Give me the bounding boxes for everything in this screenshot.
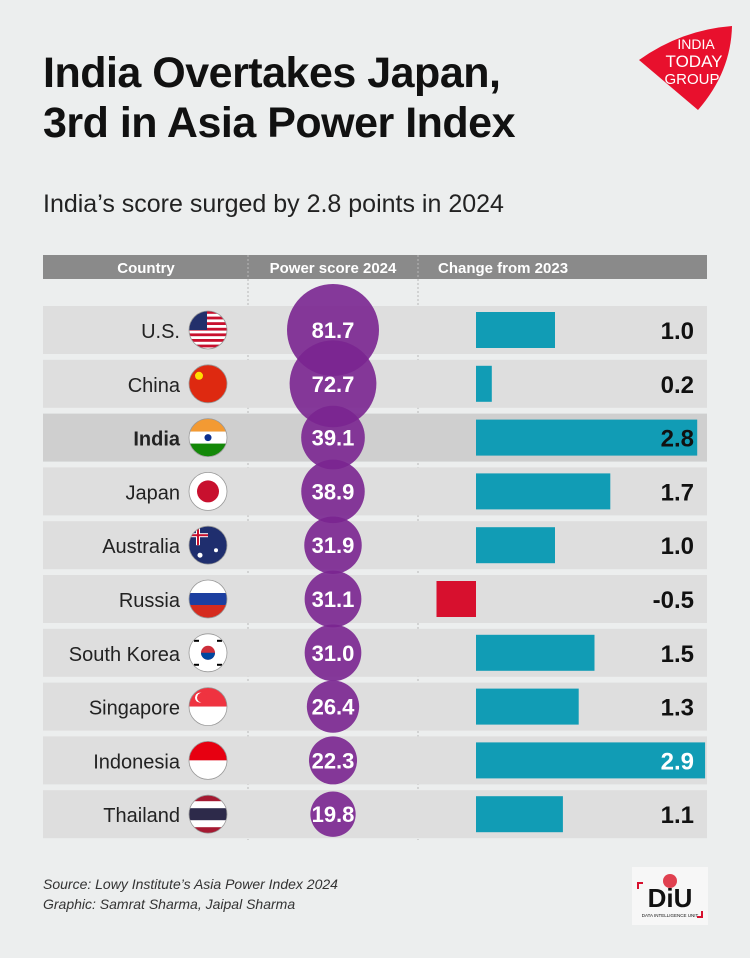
change-bar <box>476 742 706 779</box>
score-circle <box>306 680 360 733</box>
score-circle <box>304 570 362 628</box>
country-label: Russia <box>119 590 181 612</box>
south-korea-flag-icon <box>189 633 227 672</box>
change-bar <box>476 634 595 671</box>
credit-note: Graphic: Samrat Sharma, Jaipal Sharma <box>43 896 296 912</box>
flag-border <box>188 741 228 780</box>
footer: Source: Lowy Institute’s Asia Power Inde… <box>43 874 338 914</box>
change-bar <box>476 419 698 456</box>
flag-border <box>188 525 228 565</box>
score-circle <box>301 459 365 524</box>
china-flag-icon <box>189 364 227 403</box>
change-bar <box>476 473 611 510</box>
score-circle <box>304 624 362 682</box>
flag-border <box>188 579 228 619</box>
change-label: 1.0 <box>661 318 694 345</box>
country-label: India <box>133 429 181 451</box>
country-label: Australia <box>102 536 181 558</box>
change-label: 1.3 <box>661 695 694 722</box>
title-line-2: 3rd in Asia Power Index <box>43 99 516 147</box>
svg-text:GROUP: GROUP <box>664 71 719 88</box>
indonesia-flag-icon <box>189 741 227 780</box>
change-label: 1.5 <box>661 641 694 668</box>
subtitle: India’s score surged by 2.8 points in 20… <box>43 190 504 218</box>
table-row <box>43 575 707 623</box>
change-label: 0.2 <box>661 372 694 399</box>
score-label: 39.1 <box>312 426 355 451</box>
change-bar <box>476 365 492 402</box>
singapore-flag-icon <box>189 687 227 726</box>
score-circle <box>308 736 358 785</box>
thailand-flag-icon <box>189 795 227 834</box>
russia-flag-icon <box>189 580 227 618</box>
svg-text:DATA INTELLIGENCE UNIT: DATA INTELLIGENCE UNIT <box>642 913 699 918</box>
flag-border <box>188 633 228 673</box>
flag-border <box>188 471 228 511</box>
score-label: 19.8 <box>312 802 355 827</box>
score-label: 31.1 <box>312 587 355 612</box>
table-row <box>43 790 707 839</box>
column-header: Country <box>117 260 175 277</box>
india-today-logo: INDIA TODAY GROUP <box>639 26 732 110</box>
score-label: 38.9 <box>312 479 355 504</box>
country-label: Indonesia <box>93 751 181 773</box>
table-row <box>43 682 707 731</box>
column-header: Power score 2024 <box>270 260 397 277</box>
flag-border <box>188 687 228 726</box>
change-label: -0.5 <box>653 587 694 614</box>
flag-border <box>188 364 228 404</box>
change-label: 1.0 <box>661 533 694 560</box>
change-bar <box>476 312 555 348</box>
score-circle <box>289 340 377 428</box>
score-circle <box>310 791 356 837</box>
flag-border <box>188 310 228 350</box>
country-label: Japan <box>126 482 181 504</box>
header-bar <box>43 255 707 279</box>
change-label: 1.1 <box>661 802 694 829</box>
score-label: 31.0 <box>312 641 355 666</box>
change-bar <box>476 688 579 725</box>
diu-logo: DiU DATA INTELLIGENCE UNIT <box>632 867 708 925</box>
score-label: 81.7 <box>312 318 355 343</box>
change-label: 2.9 <box>661 748 694 775</box>
flag-border <box>188 794 228 834</box>
score-label: 26.4 <box>312 695 356 720</box>
score-label: 31.9 <box>312 533 355 558</box>
india-flag-icon <box>189 418 227 457</box>
change-label: 1.7 <box>661 479 694 506</box>
source-note: Source: Lowy Institute’s Asia Power Inde… <box>43 876 338 892</box>
japan-flag-icon <box>189 472 227 511</box>
country-label: South Korea <box>69 644 181 666</box>
score-label: 72.7 <box>312 372 355 397</box>
score-circle <box>301 405 365 470</box>
country-label: U.S. <box>141 321 180 343</box>
change-label: 2.8 <box>661 426 694 453</box>
title-line-1: India Overtakes Japan, <box>43 49 501 97</box>
table-row <box>43 521 707 570</box>
change-bar <box>436 581 476 617</box>
svg-text:INDIA: INDIA <box>677 36 715 52</box>
country-label: Thailand <box>103 805 180 827</box>
country-label: Singapore <box>89 698 180 720</box>
svg-text:TODAY: TODAY <box>666 52 723 71</box>
score-circle <box>304 516 362 574</box>
title: India Overtakes Japan, 3rd in Asia Power … <box>43 48 516 148</box>
score-label: 22.3 <box>312 748 355 773</box>
change-bar <box>476 796 563 833</box>
svg-text:DiU: DiU <box>648 883 693 913</box>
country-label: China <box>128 375 181 397</box>
column-header: Change from 2023 <box>438 260 568 277</box>
change-bar <box>476 527 555 564</box>
flag-border <box>188 418 228 458</box>
australia-flag-icon <box>189 526 227 565</box>
table-row <box>43 628 707 677</box>
